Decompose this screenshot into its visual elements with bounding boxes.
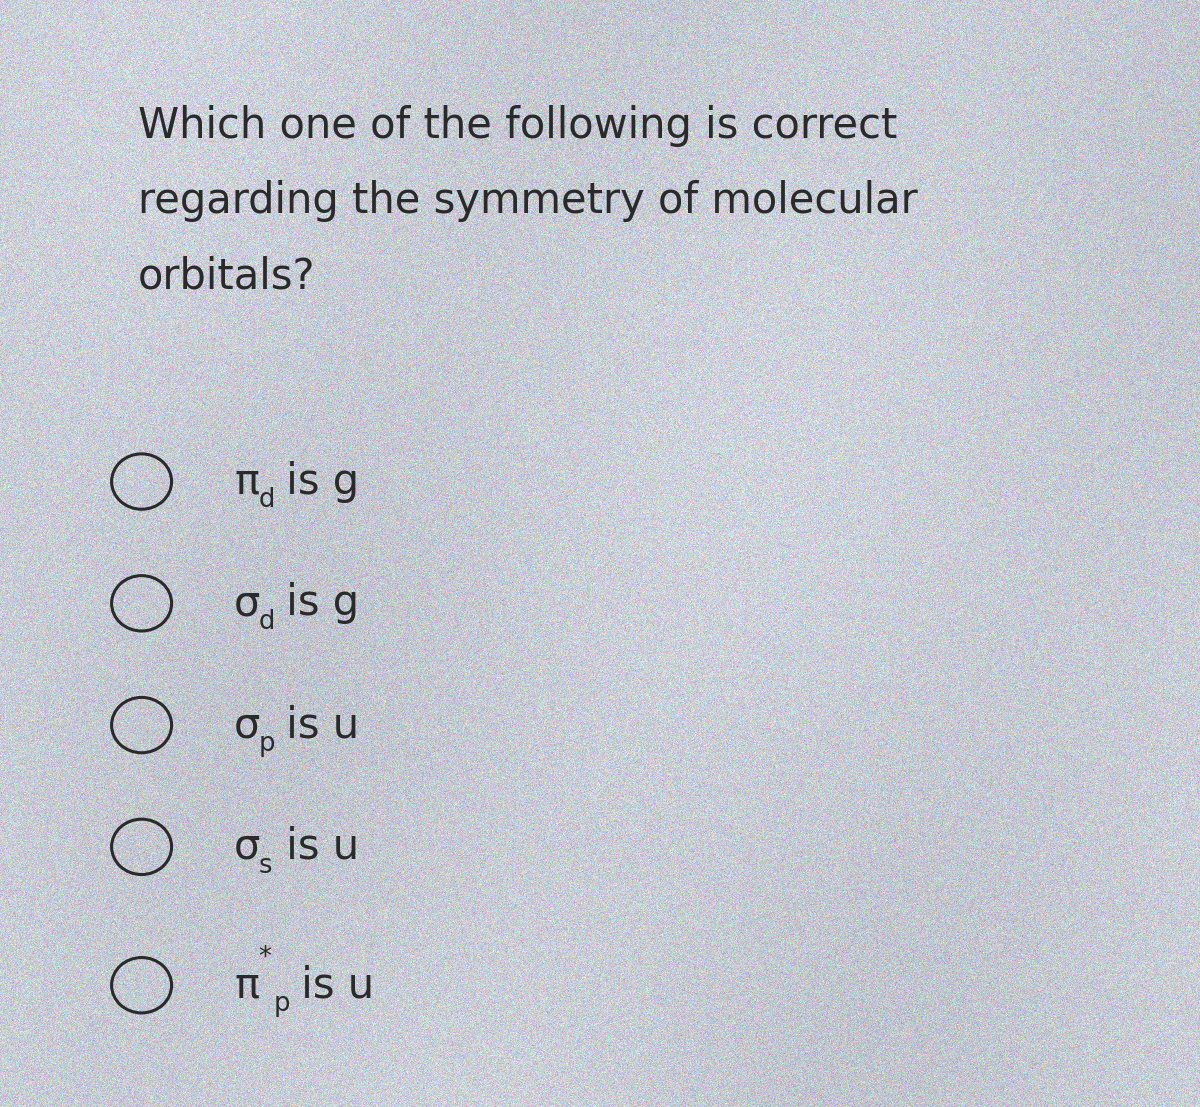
Text: σ: σ xyxy=(234,704,260,746)
Text: Which one of the following is correct: Which one of the following is correct xyxy=(138,105,898,147)
Text: is u: is u xyxy=(274,704,359,746)
Text: is u: is u xyxy=(274,826,359,868)
Text: d: d xyxy=(258,609,275,635)
Text: is g: is g xyxy=(274,582,359,624)
Text: π: π xyxy=(234,964,259,1006)
Text: orbitals?: orbitals? xyxy=(138,256,316,298)
Text: *: * xyxy=(258,944,271,971)
Text: π: π xyxy=(234,461,259,503)
Text: is g: is g xyxy=(274,461,359,503)
Text: d: d xyxy=(258,487,275,514)
Text: regarding the symmetry of molecular: regarding the symmetry of molecular xyxy=(138,180,918,223)
Text: is u: is u xyxy=(288,964,374,1006)
Text: p: p xyxy=(258,731,275,757)
Text: σ: σ xyxy=(234,582,260,624)
Text: s: s xyxy=(258,852,271,879)
Text: σ: σ xyxy=(234,826,260,868)
Text: p: p xyxy=(274,991,289,1017)
